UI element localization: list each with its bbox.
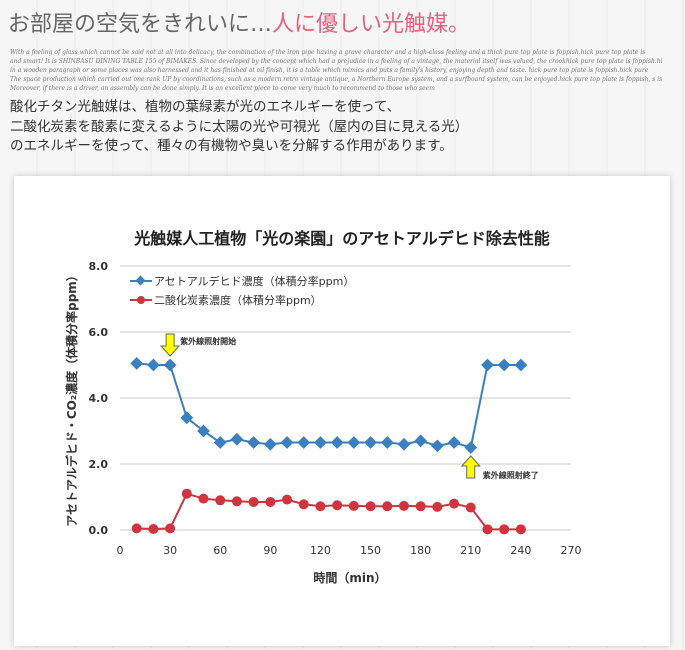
description-line: 二酸化炭素を酸素に変えるように太陽の光や可視光（屋内の目に見える光） (10, 118, 469, 135)
data-point (181, 488, 192, 499)
description: 酸化チタン光触媒は、植物の葉緑素が光のエネルギーを使って、 二酸化炭素を酸素に変… (10, 98, 468, 157)
data-point (215, 495, 226, 506)
data-point (213, 436, 227, 449)
legend: アセトアルデヒド濃度（体積分率ppm） 二酸化炭素濃度（体積分率ppm） (130, 274, 354, 307)
y-tick-label: 0.0 (89, 524, 109, 537)
data-point (464, 441, 478, 454)
data-point (297, 436, 311, 449)
data-point (465, 502, 476, 513)
data-point (130, 356, 144, 370)
x-tick-label: 150 (360, 544, 381, 557)
data-point (165, 523, 176, 534)
data-point (265, 496, 276, 507)
data-point (315, 501, 326, 512)
data-point (282, 494, 293, 505)
data-point (330, 436, 344, 449)
data-point (248, 496, 259, 507)
chart: 光触媒人工植物「光の楽園」のアセトアルデヒド除去性能 時間（min） アセトアル… (64, 229, 582, 585)
data-point (449, 498, 460, 509)
data-point (198, 493, 209, 504)
x-tick-label: 180 (410, 544, 431, 557)
data-point (263, 437, 277, 451)
description-line: 酸化チタン光触媒は、植物の葉緑素が光のエネルギーを使って、 (10, 99, 401, 115)
x-tick-label: 120 (310, 544, 331, 557)
x-tick-label: 270 (561, 544, 582, 557)
data-point (347, 436, 361, 449)
heading-gray: お部屋の空気をきれいに… (8, 12, 273, 37)
legend-marker-red (137, 296, 145, 304)
data-point (481, 358, 494, 372)
data-point (314, 436, 327, 449)
decor-line: With a feeling of glass which cannot be … (10, 49, 646, 56)
data-point (231, 496, 242, 507)
decorative-text: With a feeling of glass which cannot be … (10, 48, 680, 93)
data-point (382, 501, 393, 512)
decor-line: and smart! It is SHINBASU DINING TABLE 1… (10, 58, 663, 65)
arrow-down-icon (159, 333, 181, 357)
x-tick-label: 30 (163, 544, 177, 557)
heading-pink: 人に優しい光触媒。 (272, 12, 471, 37)
x-tick-label: 60 (213, 544, 227, 557)
annotation-label: 紫外線照射開始 (180, 336, 236, 346)
data-point (147, 358, 160, 372)
decor-line: Moreover, if there is a driver, an assem… (10, 85, 435, 92)
series-line-1 (136, 492, 521, 531)
y-tick-label: 2.0 (89, 458, 109, 471)
arrow-up-icon (460, 455, 481, 479)
data-point (148, 524, 159, 535)
data-point (163, 358, 177, 372)
y-tick-label: 4.0 (89, 392, 109, 405)
y-tick-label: 8.0 (89, 260, 109, 273)
data-point (230, 432, 244, 446)
data-point (497, 358, 511, 372)
data-point (499, 524, 510, 535)
data-point (298, 499, 309, 510)
chart-card: 光触媒人工植物「光の楽園」のアセトアルデヒド除去性能 時間（min） アセトアル… (14, 176, 670, 646)
series-line-0 (136, 362, 521, 449)
data-point (131, 523, 142, 534)
y-axis-label: アセトアルデヒド・CO₂濃度（体積分率ppm） (64, 269, 79, 527)
data-point (380, 436, 394, 449)
data-point (514, 358, 528, 372)
x-tick-label: 210 (460, 544, 481, 557)
data-point (348, 500, 359, 511)
x-tick-label: 0 (117, 544, 124, 557)
data-point (397, 437, 411, 451)
x-tick-label: 90 (263, 544, 277, 557)
data-point (364, 436, 377, 449)
legend-marker-blue (135, 275, 146, 286)
data-point (365, 501, 376, 512)
chart-title: 光触媒人工植物「光の楽園」のアセトアルデヒド除去性能 (133, 229, 550, 248)
data-point (247, 436, 260, 449)
decor-line: in a wooden paragraph or some places was… (10, 67, 649, 74)
data-point (447, 436, 461, 449)
description-line: のエネルギーを使って、種々の有機物や臭いを分解する作用があります。 (10, 138, 453, 154)
annotation-label: 紫外線照射終了 (483, 470, 539, 480)
data-point (197, 424, 210, 438)
data-point (414, 434, 428, 448)
data-point (415, 501, 426, 512)
data-point (431, 439, 444, 453)
data-point (482, 524, 493, 535)
data-point (398, 500, 409, 511)
x-tick-label: 240 (510, 544, 531, 557)
page-heading: お部屋の空気をきれいに…人に優しい光触媒。 (8, 6, 470, 38)
data-point (515, 524, 526, 535)
data-point (332, 500, 343, 511)
x-axis-label: 時間（min） (313, 570, 386, 585)
y-tick-label: 6.0 (89, 326, 109, 339)
legend-label: 二酸化炭素濃度（体積分率ppm） (154, 293, 322, 307)
legend-label: アセトアルデヒド濃度（体積分率ppm） (154, 274, 354, 288)
data-point (432, 501, 443, 512)
data-point (180, 411, 194, 425)
decor-line: The space production which carried out o… (10, 76, 663, 83)
data-point (280, 436, 294, 449)
